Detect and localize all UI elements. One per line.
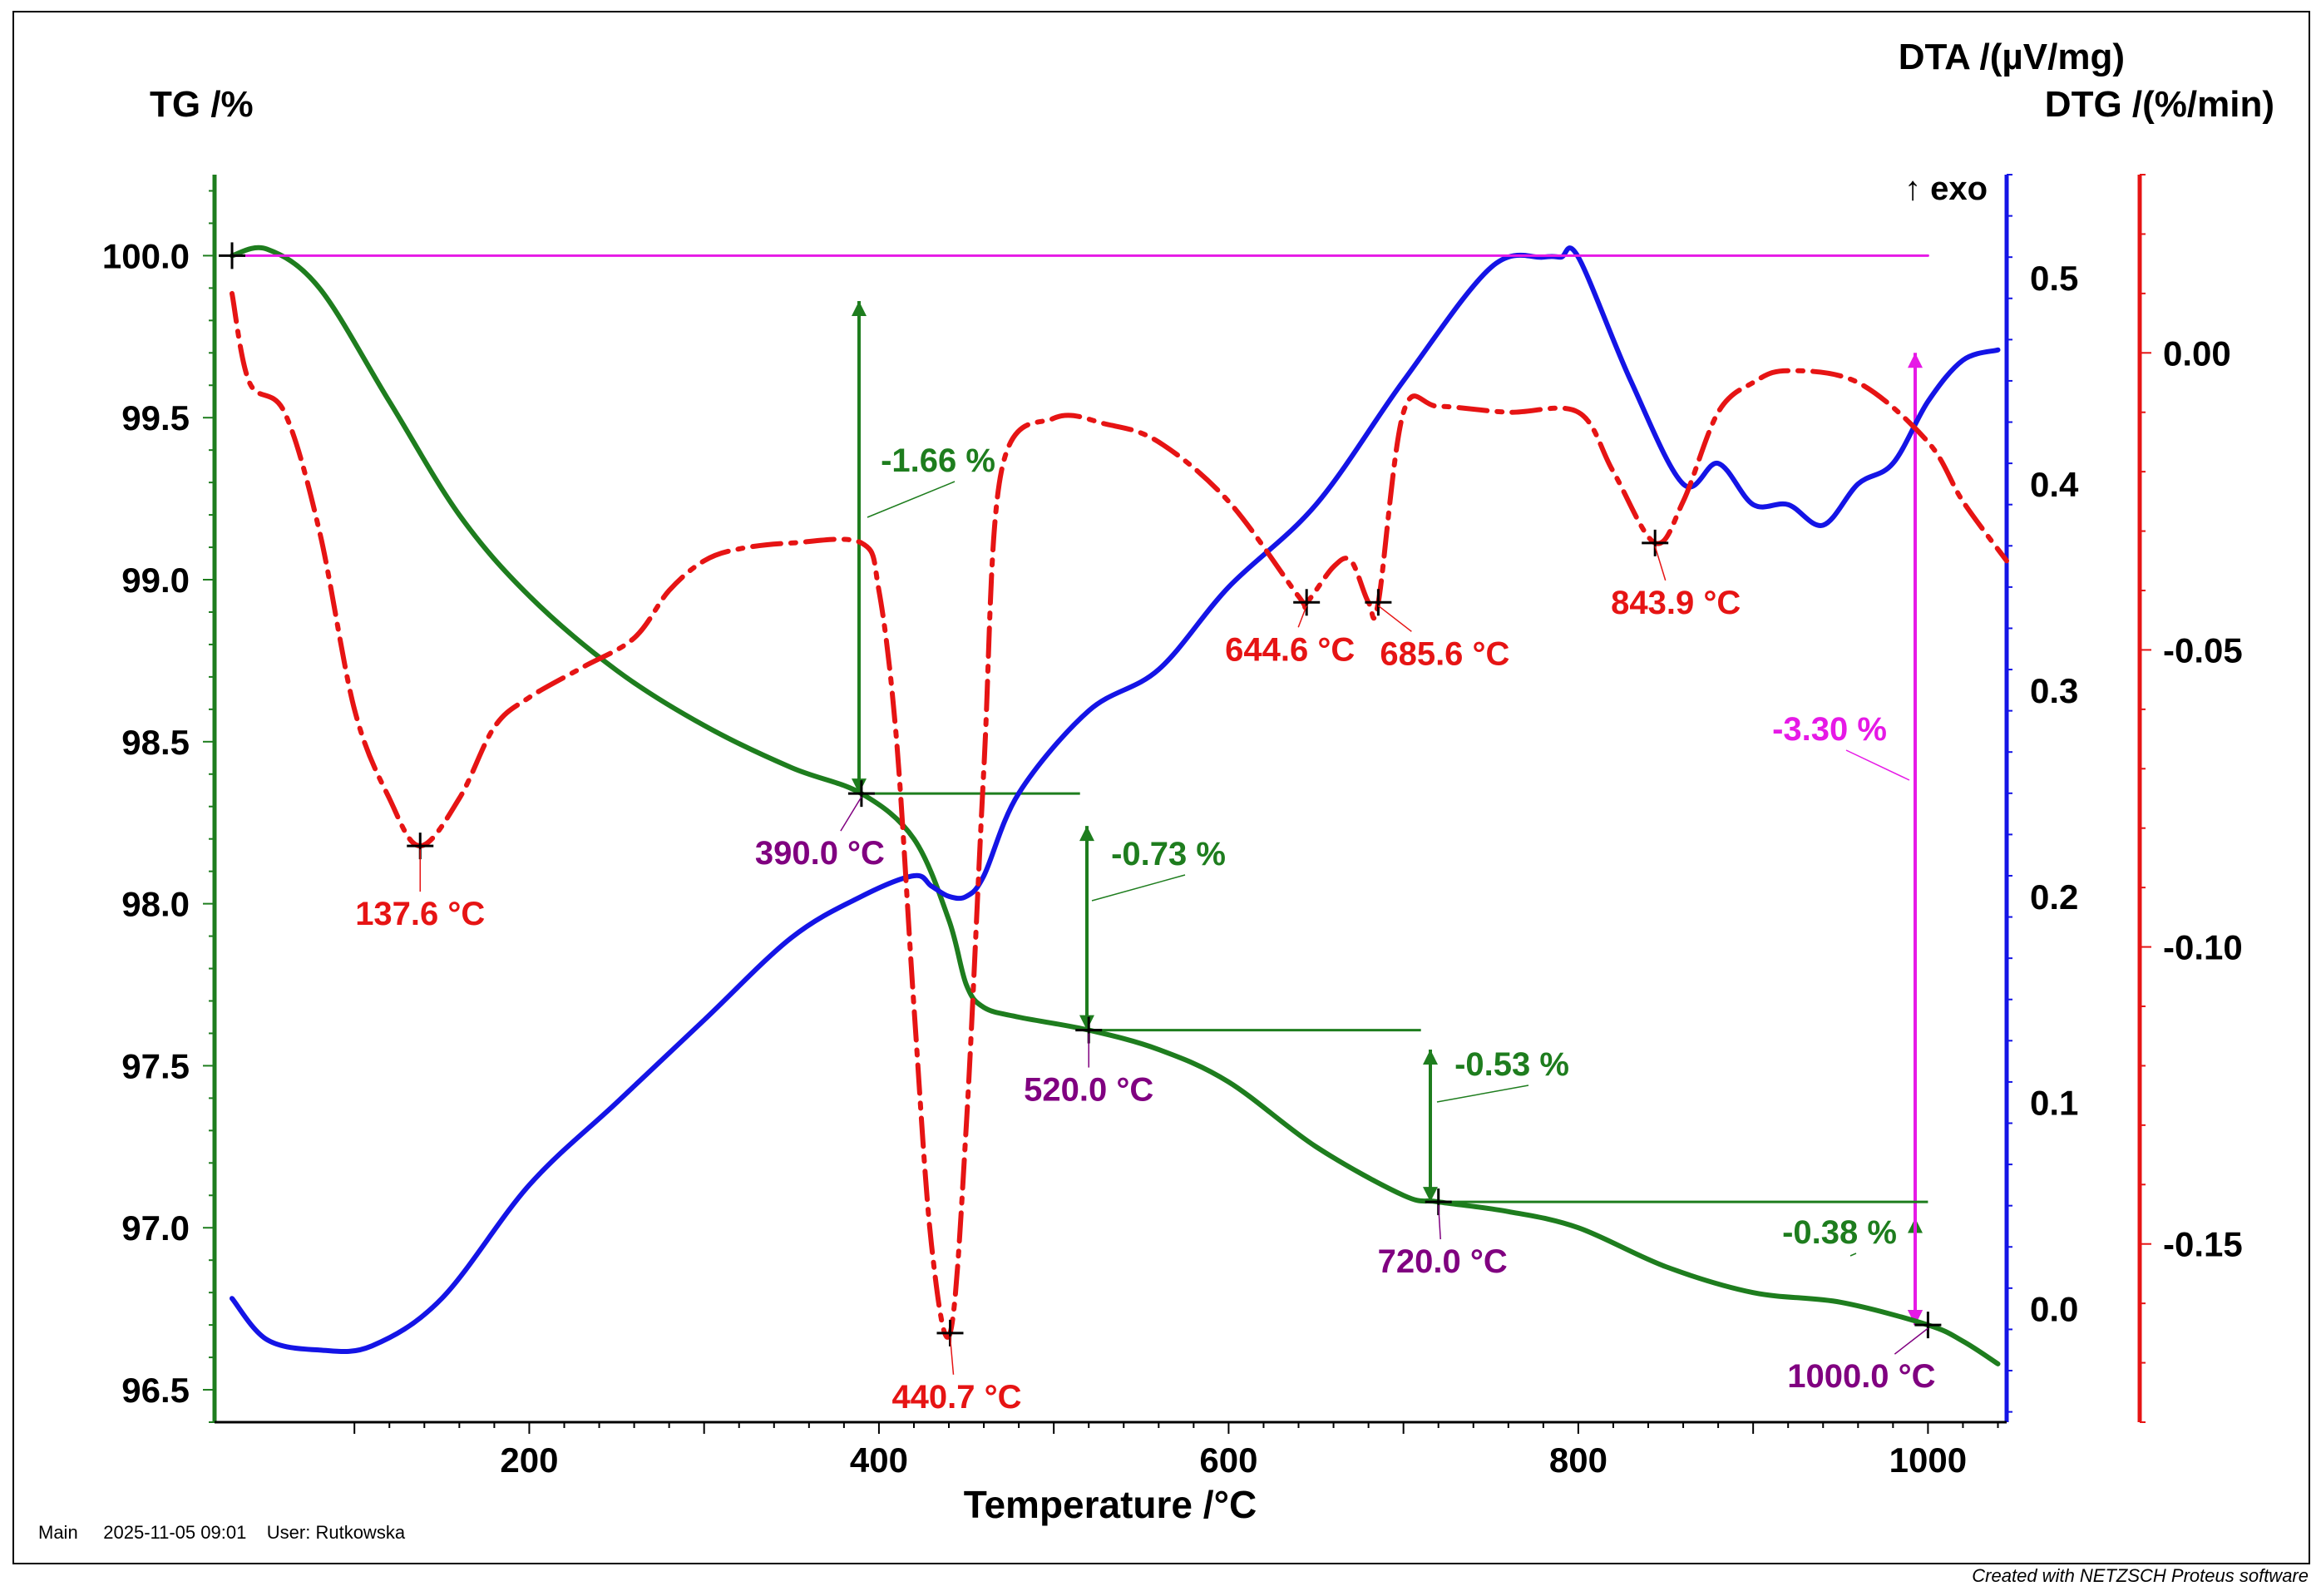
step-arrow-head: [1079, 826, 1094, 842]
tg-axis-title: TG /%: [150, 84, 254, 125]
dta-tick-label: 0.1: [2030, 1084, 2078, 1123]
x-tick-label: 800: [1549, 1440, 1607, 1480]
tg-tick-label: 99.0: [121, 561, 190, 600]
dta-tick-label: 0.0: [2030, 1290, 2078, 1329]
tg-tick-label: 100.0: [102, 236, 190, 275]
step-value-label: -0.38 %: [1782, 1214, 1897, 1251]
dtg-tick-label: 0.00: [2163, 334, 2231, 373]
tg-tick-label: 97.0: [121, 1208, 190, 1248]
footer-main: Main: [38, 1522, 78, 1543]
temperature-label: 644.6 °C: [1225, 631, 1355, 668]
annotation-leader: [1437, 1205, 1441, 1240]
dtg-tick-label: -0.15: [2163, 1225, 2243, 1264]
temperature-label: 520.0 °C: [1024, 1072, 1153, 1109]
step-value-label: -0.53 %: [1454, 1046, 1569, 1083]
annotation-leader: [1894, 1327, 1928, 1355]
temperature-label: 843.9 °C: [1611, 585, 1741, 621]
step-label-leader: [1845, 749, 1910, 781]
step-arrow-head: [852, 778, 867, 794]
footer-credit: Created with NETZSCH Proteus software: [1972, 1565, 2309, 1586]
step-value-label: -1.66 %: [881, 442, 995, 479]
dta-tick-label: 0.2: [2030, 877, 2078, 917]
step-arrow-head: [1908, 1310, 1923, 1326]
x-tick-label: 200: [500, 1440, 558, 1480]
tg-tick-label: 99.5: [121, 398, 190, 437]
dtg-tick-label: -0.05: [2163, 630, 2243, 670]
tg-tick-label: 98.5: [121, 723, 190, 762]
x-tick-label: 400: [850, 1440, 908, 1480]
annotation-leader: [1377, 605, 1412, 632]
axes: 200 400 600 800 1000 100.0 99.5 99.0 98.5 98.0 97.…: [102, 174, 2243, 1480]
step-arrow-head: [1423, 1049, 1438, 1065]
series: [230, 245, 2009, 1366]
temperature-label: 720.0 °C: [1378, 1243, 1508, 1280]
step-guides: [852, 300, 1928, 1326]
dta-tick-label: 0.4: [2030, 465, 2079, 504]
annotation-leader: [1654, 546, 1667, 581]
footer-info: Main 2025-11-05 09:01 User: Rutkowska: [38, 1522, 405, 1544]
step-arrow-head: [1423, 1187, 1438, 1203]
step-label-leader: [1091, 874, 1186, 902]
dta-axis-title: DTA /(µV/mg): [1899, 37, 2125, 77]
step-label-leader: [1436, 1085, 1529, 1103]
series-dtg: [230, 290, 2009, 1340]
temperature-label: 1000.0 °C: [1787, 1358, 1935, 1395]
dta-tick-label: 0.3: [2030, 671, 2078, 710]
dtg-tick-label: -0.10: [2163, 928, 2243, 967]
step-arrow-head: [1908, 353, 1923, 368]
step-value-label: -3.30 %: [1772, 711, 1887, 748]
step-value-label: -0.73 %: [1111, 836, 1226, 872]
step-arrow-head: [852, 300, 867, 316]
temperature-label: 440.7 °C: [891, 1379, 1021, 1416]
tg-tick-label: 97.5: [121, 1046, 190, 1085]
step-label-leader: [867, 481, 956, 518]
dtg-axis-title: DTG /(%/min): [2045, 84, 2274, 125]
temperature-label: 390.0 °C: [755, 835, 885, 872]
temperature-label: 137.6 °C: [355, 896, 485, 932]
step-label-leader: [1849, 1253, 1857, 1257]
annotations: 137.6 °C 440.7 °C 644.6 °C 685.6 °C 843.9 °C…: [219, 242, 1942, 1416]
step-arrow-head: [1079, 1015, 1094, 1030]
series-tg: [230, 245, 2001, 1366]
series-dta: [230, 245, 2001, 1355]
annotation-leader: [1297, 605, 1307, 628]
annotation-leader: [949, 1336, 955, 1375]
tg-tick-label: 98.0: [121, 885, 190, 924]
tg-tick-label: 96.5: [121, 1371, 190, 1410]
exo-indicator: ↑ exo: [1904, 170, 1988, 207]
annotation-leader: [840, 796, 862, 832]
temperature-label: 685.6 °C: [1380, 635, 1509, 672]
footer-datetime: 2025-11-05 09:01: [103, 1522, 247, 1543]
dta-tick-label: 0.5: [2030, 259, 2078, 298]
chart-frame: [12, 11, 2310, 1564]
x-tick-label: 1000: [1889, 1440, 1967, 1480]
x-axis-title: Temperature /°C: [964, 1483, 1257, 1526]
x-tick-label: 600: [1199, 1440, 1257, 1480]
footer-user: User: Rutkowska: [266, 1522, 406, 1543]
